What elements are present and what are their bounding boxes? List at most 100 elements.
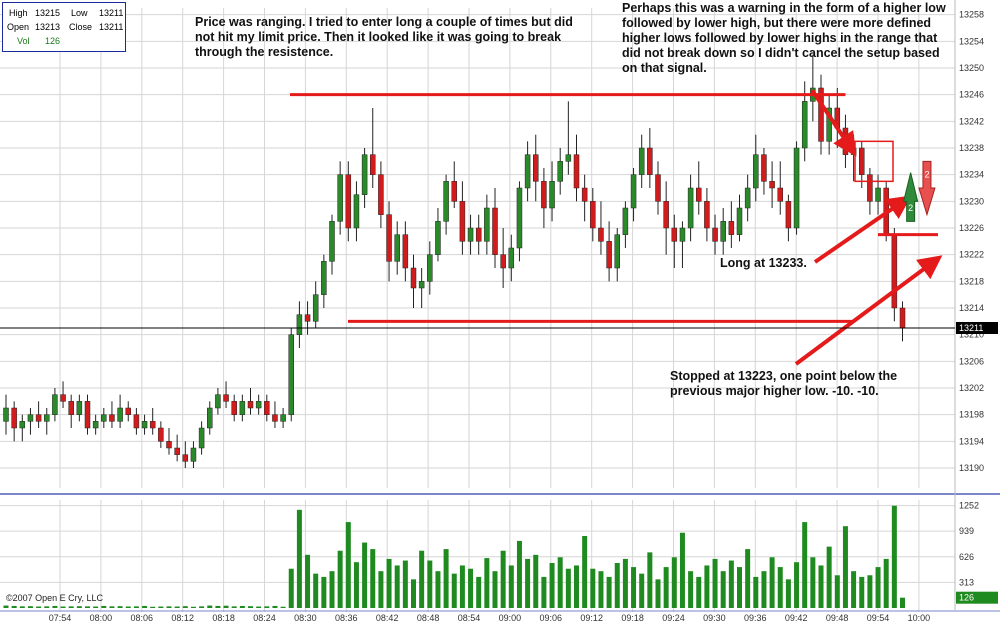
arrow-to-warning bbox=[810, 88, 857, 157]
price-tick-label: 13194 bbox=[959, 436, 984, 446]
candle-body bbox=[84, 401, 91, 429]
candle-body bbox=[761, 154, 767, 182]
volume-bar bbox=[337, 550, 343, 608]
volume-bar bbox=[688, 571, 694, 608]
last-price-label: 13211 bbox=[959, 323, 983, 333]
time-tick-label: 09:18 bbox=[621, 613, 644, 623]
volume-bar bbox=[737, 567, 742, 608]
candle-body bbox=[728, 221, 735, 235]
volume-bar bbox=[622, 558, 628, 608]
volume-bar bbox=[101, 605, 107, 608]
volume-bar bbox=[598, 571, 604, 608]
time-tick-label: 10:00 bbox=[908, 613, 931, 623]
volume-bar bbox=[36, 606, 42, 608]
volume-bar bbox=[769, 557, 775, 608]
candle-body bbox=[386, 214, 392, 262]
volume-bar bbox=[826, 546, 832, 608]
candle-body bbox=[712, 227, 718, 242]
candle-body bbox=[655, 174, 661, 202]
volume-bar bbox=[802, 522, 808, 608]
volume-bar bbox=[541, 576, 547, 608]
volume-bar bbox=[875, 567, 881, 608]
volume-bar bbox=[321, 576, 327, 608]
volume-bar bbox=[93, 606, 99, 608]
candle-body bbox=[402, 234, 409, 269]
volume-bar bbox=[419, 550, 425, 608]
candle-body bbox=[638, 147, 645, 175]
volume-bar bbox=[386, 558, 392, 608]
candle-body bbox=[500, 254, 506, 269]
time-tick-label: 09:06 bbox=[540, 613, 563, 623]
volume-bar bbox=[631, 567, 637, 608]
price-tick-label: 13258 bbox=[959, 10, 984, 20]
candle-body bbox=[231, 401, 237, 415]
candle-body bbox=[304, 314, 311, 322]
candle-body bbox=[614, 234, 620, 269]
volume-bar bbox=[174, 606, 180, 608]
candle-body bbox=[198, 427, 205, 449]
candle-body bbox=[410, 267, 417, 289]
candle-body bbox=[272, 414, 278, 422]
candle-body bbox=[581, 187, 588, 202]
volume-bar bbox=[272, 605, 278, 608]
candle-body bbox=[867, 174, 873, 202]
candle-body bbox=[312, 294, 319, 322]
last-price-box bbox=[956, 322, 998, 334]
volume-bar bbox=[345, 522, 351, 608]
close-value: 13211 bbox=[99, 22, 124, 32]
volume-bar bbox=[900, 597, 905, 608]
candle-body bbox=[215, 394, 221, 409]
candle-body bbox=[288, 334, 294, 415]
candle-body bbox=[687, 187, 694, 229]
vol-value: 126 bbox=[45, 36, 61, 46]
candle-body bbox=[875, 187, 881, 202]
long-entry-marker-label: 2 bbox=[908, 203, 913, 213]
volume-bar bbox=[614, 563, 620, 608]
candle-body bbox=[345, 174, 352, 229]
ohlc-info-box: High 13215 Low 13211 Open 13213 Close 13… bbox=[2, 2, 126, 52]
volume-bar bbox=[76, 606, 82, 608]
volume-bar bbox=[785, 579, 791, 608]
volume-bar bbox=[158, 606, 164, 608]
time-tick-label: 09:54 bbox=[867, 613, 890, 623]
close-label: Close bbox=[69, 22, 93, 32]
volume-bar bbox=[639, 573, 645, 608]
high-label: High bbox=[9, 8, 28, 18]
candle-body bbox=[370, 154, 376, 175]
candle-body bbox=[27, 414, 34, 422]
volume-tick-label: 313 bbox=[959, 577, 974, 587]
candle-body bbox=[598, 227, 604, 242]
candle-body bbox=[891, 234, 898, 309]
volume-bar bbox=[231, 606, 237, 608]
candle-body bbox=[44, 414, 50, 422]
volume-bar bbox=[52, 605, 58, 608]
last-volume-box bbox=[956, 591, 998, 604]
annotation-long: Long at 13233. bbox=[720, 256, 807, 270]
volume-bar bbox=[199, 606, 205, 608]
annotation-lines bbox=[290, 93, 938, 323]
time-tick-label: 08:54 bbox=[458, 613, 481, 623]
volume-bar bbox=[125, 606, 131, 608]
volume-bar bbox=[891, 505, 897, 608]
candle-body bbox=[190, 447, 197, 462]
low-label: Low bbox=[71, 8, 88, 18]
annotation-arrows bbox=[794, 88, 943, 366]
price-tick-label: 13214 bbox=[959, 303, 984, 313]
candle-body bbox=[247, 401, 254, 409]
time-tick-label: 09:42 bbox=[785, 613, 808, 623]
volume-bar bbox=[264, 606, 270, 608]
volume-bar bbox=[859, 576, 865, 608]
volume-bar bbox=[3, 605, 9, 608]
price-tick-label: 13246 bbox=[959, 90, 984, 100]
time-tick-label: 09:48 bbox=[826, 613, 849, 623]
volume-bar bbox=[549, 563, 555, 608]
time-tick-label: 08:36 bbox=[335, 613, 358, 623]
last-volume-label: 126 bbox=[959, 593, 974, 603]
candle-body bbox=[533, 154, 539, 182]
volume-bar bbox=[794, 562, 800, 608]
volume-bar bbox=[574, 565, 579, 608]
candle-body bbox=[467, 227, 474, 242]
candle-body bbox=[899, 307, 906, 329]
volume-bar bbox=[883, 558, 889, 608]
